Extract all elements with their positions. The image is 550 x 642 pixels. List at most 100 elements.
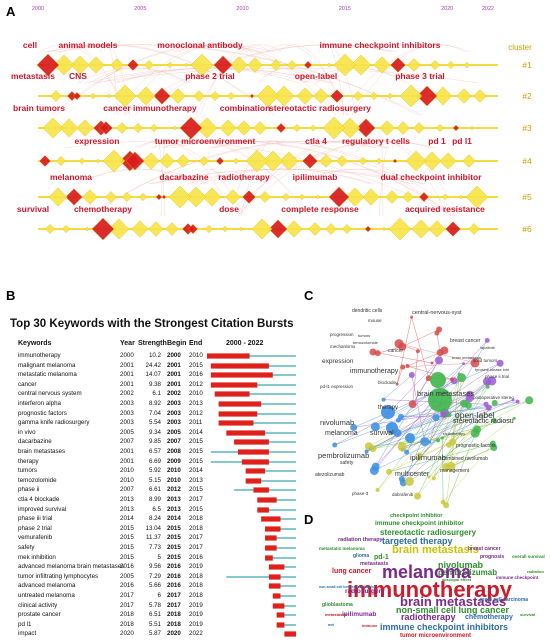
burst-bar: [272, 602, 296, 609]
burst-end: 2018: [189, 592, 203, 599]
timeline-view: 2000 2005 2010 2015 2020 2022 cluster #1 cell ani…: [11, 6, 532, 241]
network-edge: [448, 403, 465, 445]
network-edge: [417, 403, 465, 497]
network-edge: [383, 374, 412, 400]
keyword-node: [388, 217, 412, 241]
burst-end: 2019: [189, 563, 203, 571]
word-cloud-term: non-small cell lung cancer: [396, 605, 510, 615]
burst-active-span: [207, 353, 250, 359]
burst-strength: 6.51: [148, 611, 161, 619]
burst-year: 2020: [120, 630, 134, 638]
keyword-node: [102, 149, 126, 173]
word-cloud-term: chemotherapy: [465, 614, 513, 621]
word-cloud-term: pd-1: [374, 554, 389, 561]
burst-header-end: End: [189, 340, 203, 347]
keyword-node: [319, 154, 333, 168]
burst-row: metastatic melanoma 2001 14.07 2001 2016: [0, 370, 300, 379]
burst-begin: 2001: [167, 371, 181, 379]
burst-header-strength: Strength: [138, 340, 167, 347]
network-hub-node: [428, 388, 452, 412]
network-node-label: management: [440, 468, 470, 474]
network-node: [405, 363, 410, 368]
burst-end: 2016: [189, 371, 203, 379]
burst-begin: 2015: [167, 524, 181, 532]
word-cloud-term: mri: [328, 622, 335, 627]
network-node: [416, 456, 421, 461]
burst-end: 2014: [189, 467, 203, 475]
network-node-label: dendritic cells: [352, 308, 383, 314]
burst-begin: 2000: [167, 352, 181, 359]
burst-keyword: phase ii: [18, 486, 40, 494]
network-node: [395, 417, 401, 423]
burst-row: phase 2 trial 2015 13.04 2015 2018: [0, 524, 300, 533]
burst-row: safety 2015 7.73 2015 2017: [0, 543, 300, 552]
burst-end: 2011: [189, 419, 203, 427]
network-edge: [396, 317, 412, 385]
burst-keyword: gamma knife radiosurgery: [18, 419, 90, 427]
burst-year: 2001: [120, 448, 134, 455]
keyword-node: [433, 86, 453, 106]
word-cloud-term: metastatic melanoma: [319, 546, 365, 551]
network-node-label: combined nivolumab: [442, 456, 488, 462]
panel-letter-b: B: [6, 288, 16, 303]
year-tick-label: 2005: [134, 6, 146, 12]
network-node-label: lapatinib: [480, 345, 495, 350]
burst-bar: [261, 516, 296, 522]
burst-begin: 2013: [167, 496, 181, 503]
keyword-node: [411, 219, 431, 239]
keyword-node: [362, 188, 380, 206]
burst-active-span: [218, 420, 254, 426]
burst-row: cancer 2001 9.38 2001 2012: [0, 380, 300, 389]
network-edge: [419, 414, 450, 456]
cluster-id-label: #2: [522, 91, 532, 101]
burst-row: tumor infiltrating lymphocytes 2005 7.29 20…: [0, 572, 300, 581]
keyword-node: [245, 149, 269, 173]
network-node-label: immunotherapy: [350, 368, 399, 375]
keyword-node: [419, 192, 429, 202]
burst-end: 2017: [189, 544, 203, 551]
keyword-node: [445, 221, 461, 237]
keyword-node: [402, 191, 414, 203]
burst-year: 2010: [120, 476, 134, 484]
burst-begin: 2001: [167, 380, 181, 388]
burst-begin: 2020: [167, 630, 181, 638]
burst-end: 2012: [189, 380, 203, 388]
burst-begin: 2015: [167, 534, 181, 542]
keyword-node: [105, 191, 117, 203]
keyword-node: [61, 224, 71, 234]
keyword-node: [279, 151, 299, 171]
burst-end: 2015: [189, 361, 203, 369]
burst-end: 2016: [189, 553, 203, 561]
burst-active-span: [234, 439, 269, 445]
burst-begin: 2017: [167, 601, 181, 609]
burst-active-span: [226, 430, 266, 436]
burst-begin: 2010: [167, 476, 181, 484]
burst-active-span: [214, 391, 250, 397]
network-edge: [401, 398, 470, 480]
network-edge: [452, 374, 460, 443]
burst-begin: 2013: [167, 505, 181, 513]
keyword-node: [161, 194, 167, 200]
burst-begin: 2018: [167, 611, 181, 619]
burst-keyword: metastatic melanoma: [18, 371, 77, 379]
keyword-node: [226, 91, 236, 101]
burst-keyword: clinical activity: [18, 601, 58, 609]
burst-year: 2001: [120, 361, 134, 369]
keyword-node: [441, 193, 449, 201]
network-edge: [372, 351, 433, 364]
keyword-node: [309, 124, 317, 132]
network-edge: [406, 381, 487, 453]
network-node-label: tumors: [358, 333, 371, 338]
burst-row: impact 2020 5.87 2020 2022: [0, 629, 300, 638]
burst-year: 2003: [120, 400, 134, 407]
burst-strength: 14.07: [145, 371, 161, 379]
network-node: [417, 452, 423, 458]
network-node: [442, 463, 451, 472]
burst-bar: [234, 439, 296, 445]
keyword-node: [166, 61, 174, 69]
panel-d-wordcloud: D checkpoint inhibitor immune checkpoint …: [300, 510, 550, 642]
keyword-node: [473, 89, 487, 103]
burst-row: vemurafenib 2015 11.37 2015 2017: [0, 533, 300, 542]
network-edge: [418, 405, 469, 459]
burst-keyword: central nervous system: [18, 390, 82, 398]
